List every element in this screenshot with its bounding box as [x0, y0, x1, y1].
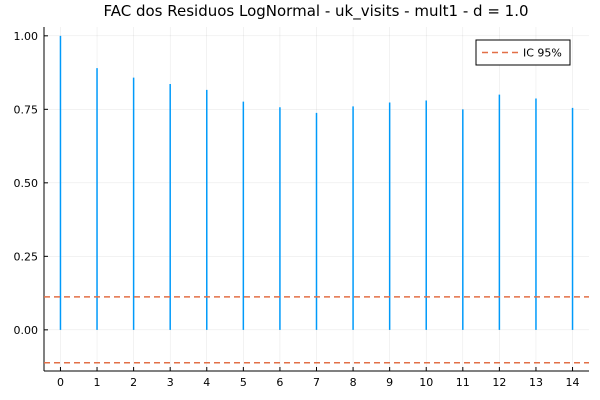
x-tick-label: 7 — [313, 376, 320, 389]
x-tick-label: 4 — [203, 376, 210, 389]
y-tick-label: 0.50 — [14, 177, 39, 190]
x-tick-label: 9 — [386, 376, 393, 389]
x-tick-label: 5 — [240, 376, 247, 389]
x-tick-label: 1 — [94, 376, 101, 389]
x-tick-label: 0 — [57, 376, 64, 389]
x-tick-label: 8 — [350, 376, 357, 389]
y-tick-label: 0.25 — [14, 250, 39, 263]
x-tick-label: 3 — [167, 376, 174, 389]
legend-box — [475, 39, 571, 66]
legend-label: IC 95% — [523, 47, 562, 60]
y-tick-label: 0.00 — [14, 324, 39, 337]
x-tick-label: 2 — [130, 376, 137, 389]
y-tick-label: 1.00 — [14, 30, 39, 43]
x-tick-label: 13 — [529, 376, 543, 389]
x-tick-label: 11 — [456, 376, 470, 389]
x-tick-label: 12 — [492, 376, 506, 389]
x-tick-label: 14 — [566, 376, 580, 389]
chart-title: FAC dos Residuos LogNormal - uk_visits -… — [103, 2, 528, 21]
x-ticks: 0 1 2 3 4 5 6 7 8 9 10 11 12 13 14 — [57, 367, 580, 389]
y-ticks: 0.00 0.25 0.50 0.75 1.00 — [14, 30, 48, 337]
confidence-lines — [44, 296, 589, 364]
x-tick-label: 6 — [276, 376, 283, 389]
acf-stems — [59, 35, 574, 330]
x-tick-label: 10 — [419, 376, 433, 389]
legend: IC 95% — [475, 39, 571, 66]
y-tick-label: 0.75 — [14, 103, 39, 116]
